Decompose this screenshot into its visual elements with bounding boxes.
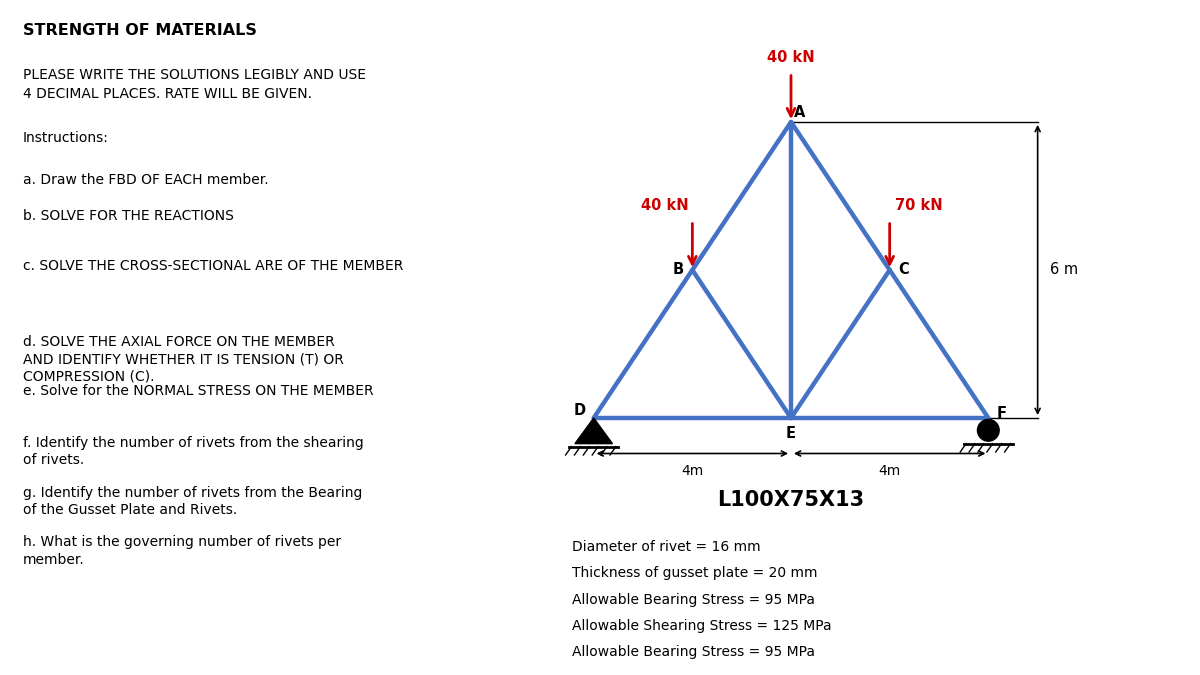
Circle shape [978, 419, 1000, 441]
Text: b. SOLVE FOR THE REACTIONS: b. SOLVE FOR THE REACTIONS [23, 209, 234, 223]
Text: Allowable Bearing Stress = 95 MPa: Allowable Bearing Stress = 95 MPa [572, 645, 816, 659]
Text: 40 kN: 40 kN [767, 51, 815, 65]
Text: Thickness of gusset plate = 20 mm: Thickness of gusset plate = 20 mm [572, 566, 818, 580]
Text: 70 kN: 70 kN [895, 198, 943, 213]
Text: PLEASE WRITE THE SOLUTIONS LEGIBLY AND USE
4 DECIMAL PLACES. RATE WILL BE GIVEN.: PLEASE WRITE THE SOLUTIONS LEGIBLY AND U… [23, 68, 366, 101]
Text: h. What is the governing number of rivets per
member.: h. What is the governing number of rivet… [23, 535, 341, 566]
Text: f. Identify the number of rivets from the shearing
of rivets.: f. Identify the number of rivets from th… [23, 436, 364, 467]
Text: L100X75X13: L100X75X13 [718, 489, 864, 510]
Text: g. Identify the number of rivets from the Bearing
of the Gusset Plate and Rivets: g. Identify the number of rivets from th… [23, 486, 362, 517]
Text: A: A [794, 105, 805, 119]
Text: 4m: 4m [682, 464, 703, 479]
Text: B: B [673, 263, 684, 277]
Text: Allowable Bearing Stress = 95 MPa: Allowable Bearing Stress = 95 MPa [572, 593, 816, 607]
Text: C: C [898, 263, 908, 277]
Text: a. Draw the FBD OF EACH member.: a. Draw the FBD OF EACH member. [23, 173, 268, 187]
Text: STRENGTH OF MATERIALS: STRENGTH OF MATERIALS [23, 24, 257, 38]
Text: E: E [786, 427, 796, 441]
Text: Diameter of rivet = 16 mm: Diameter of rivet = 16 mm [572, 540, 761, 554]
Text: 40 kN: 40 kN [642, 198, 689, 213]
Text: D: D [574, 403, 586, 418]
Text: c. SOLVE THE CROSS-SECTIONAL ARE OF THE MEMBER: c. SOLVE THE CROSS-SECTIONAL ARE OF THE … [23, 259, 403, 273]
Text: d. SOLVE THE AXIAL FORCE ON THE MEMBER
AND IDENTIFY WHETHER IT IS TENSION (T) OR: d. SOLVE THE AXIAL FORCE ON THE MEMBER A… [23, 335, 343, 383]
Text: 4m: 4m [878, 464, 901, 479]
Text: Instructions:: Instructions: [23, 131, 108, 145]
Text: 6 m: 6 m [1050, 263, 1078, 277]
Text: e. Solve for the NORMAL STRESS ON THE MEMBER: e. Solve for the NORMAL STRESS ON THE ME… [23, 385, 373, 398]
Text: Allowable Shearing Stress = 125 MPa: Allowable Shearing Stress = 125 MPa [572, 619, 832, 633]
Text: F: F [997, 406, 1007, 421]
Polygon shape [575, 418, 612, 443]
